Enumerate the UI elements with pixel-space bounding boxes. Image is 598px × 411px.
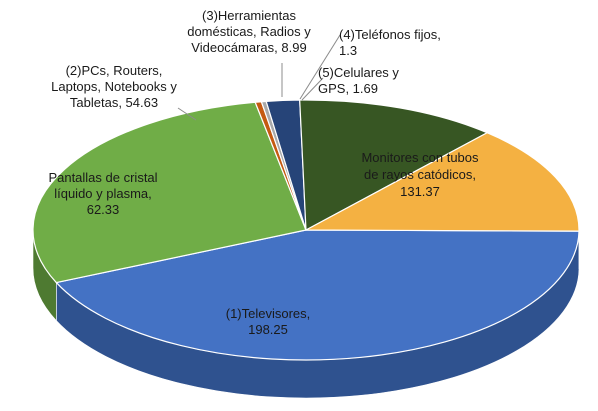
label-line: 198.25 (248, 322, 288, 337)
label-line: 131.37 (400, 184, 440, 199)
label-line: líquido y plasma, (54, 186, 152, 201)
slice-2-pcs-routers (299, 99, 488, 231)
label-line: Pantallas de cristal (48, 170, 157, 185)
slice-1-televisores (55, 229, 580, 361)
label-pantallas-de-cristal: Pantallas de cristal líquido y plasma, 62.… (48, 170, 157, 217)
label-line: (1)Televisores, (226, 306, 311, 321)
label-5-celulares-y: (5)Celulares y GPS, 1.69 (318, 65, 399, 96)
label-line: de rayos catódicos, (364, 167, 476, 182)
label-3-herramientas: (3)Herramientas domésticas, Radios y Video… (187, 8, 311, 55)
label-line: (3)Herramientas (202, 8, 296, 23)
label-1-televisores: (1)Televisores, 198.25 (226, 306, 311, 337)
label-line: Tabletas, 54.63 (70, 95, 158, 110)
label-line: Laptops, Notebooks y (51, 79, 177, 94)
label-monitores-con-tubos: Monitores con tubos de rayos catódicos, 13… (361, 150, 479, 199)
label-line: Monitores con tubos (361, 150, 479, 165)
label-line: domésticas, Radios y (187, 24, 311, 39)
leader-lines (177, 34, 341, 121)
slice-labels: (1)Televisores, 198.25 Monitores con tubos… (48, 8, 479, 337)
leader-line-5-celulares-y (301, 77, 324, 101)
label-line: Videocámaras, 8.99 (191, 40, 306, 55)
label-line: 1.3 (339, 43, 357, 58)
slice-monitores-con-tubos (32, 101, 307, 284)
leader-line-2-pcs-routers (177, 107, 197, 121)
leader-line-4-telefonos-fijos (299, 34, 341, 100)
label-line: (5)Celulares y (318, 65, 399, 80)
label-line: (2)PCs, Routers, (66, 63, 163, 78)
label-2-pcs-routers: (2)PCs, Routers, Laptops, Notebooks y Tabl… (51, 63, 177, 110)
label-line: GPS, 1.69 (318, 81, 378, 96)
pie-top-faces (32, 99, 580, 361)
label-line: 62.33 (87, 202, 120, 217)
label-4-telefonos-fijos: (4)Teléfonos fijos, 1.3 (339, 27, 441, 58)
label-line: (4)Teléfonos fijos, (339, 27, 441, 42)
slice-pantallas-de-cristal (305, 132, 580, 232)
